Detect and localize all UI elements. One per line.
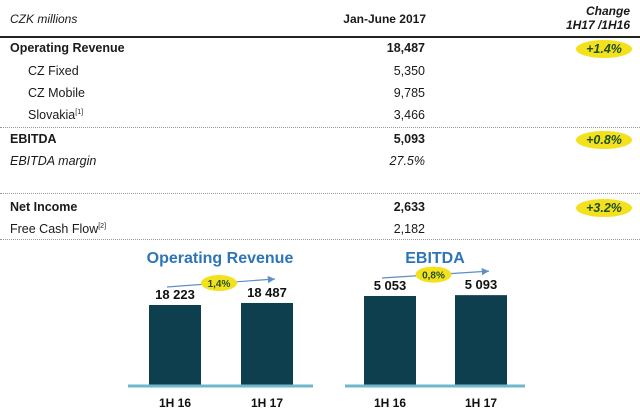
bar: [455, 295, 507, 385]
row-value: 2,182: [393, 222, 425, 236]
row-label: CZ Mobile: [28, 86, 85, 100]
category-label: 1H 16: [159, 396, 191, 410]
table-row: Slovakia[1] 3,466: [0, 106, 640, 126]
growth-badge: [415, 266, 452, 283]
row-label-text: Slovakia: [28, 108, 76, 122]
category-label: 1H 16: [374, 396, 406, 410]
table-row: Operating Revenue 18,487: [0, 39, 640, 59]
row-value: 27.5%: [389, 154, 425, 168]
table-row: Net Income 2,633: [0, 198, 640, 218]
chart-title-revenue: Operating Revenue: [146, 250, 294, 267]
bar-value-label: 18 487: [247, 285, 287, 300]
change-header: Change 1H17 /1H16: [540, 4, 630, 32]
table-row: CZ Mobile 9,785: [0, 84, 640, 104]
footnote-ref: [2]: [98, 222, 107, 230]
row-label: EBITDA margin: [10, 154, 97, 168]
table-row: EBITDA 5,093: [0, 130, 640, 150]
row-label: Slovakia[1]: [28, 108, 83, 122]
row-value: 9,785: [393, 86, 425, 100]
growth-badge-label: 0,8%: [422, 271, 445, 282]
change-badge: +1.4%: [576, 40, 632, 58]
row-label: Net Income: [10, 200, 78, 214]
table-row: Free Cash Flow[2] 2,182: [0, 220, 640, 240]
period-header: Jan-June 2017: [343, 12, 426, 26]
row-divider: [0, 239, 640, 240]
row-label: Operating Revenue: [10, 41, 125, 55]
row-label: EBITDA: [10, 132, 57, 146]
growth-badge: [201, 274, 237, 291]
row-label-text: Free Cash Flow: [10, 222, 99, 236]
change-badge: +3.2%: [576, 199, 632, 217]
row-value: 2,633: [393, 200, 425, 214]
row-value: 3,466: [393, 108, 425, 122]
chart-title-ebitda: EBITDA: [405, 250, 465, 267]
bar: [149, 305, 201, 385]
change-badge: +0.8%: [576, 131, 632, 149]
bar: [364, 296, 416, 385]
row-value: 5,093: [393, 132, 425, 146]
bar-value-label: 18 223: [155, 287, 195, 302]
row-value: 18,487: [386, 41, 425, 55]
row-label: CZ Fixed: [28, 64, 79, 78]
change-header-line2: 1H17 /1H16: [565, 18, 630, 32]
row-divider: [0, 127, 640, 128]
change-header-line1: Change: [585, 4, 630, 18]
footnote-ref: [1]: [75, 108, 84, 116]
growth-badge-label: 1,4%: [208, 279, 231, 290]
bar-value-label: 5 053: [374, 278, 407, 293]
row-label: Free Cash Flow[2]: [10, 222, 106, 236]
bar: [241, 302, 293, 385]
row-value: 5,350: [393, 64, 425, 78]
table-row: CZ Fixed 5,350: [0, 62, 640, 82]
bar-value-label: 5 093: [465, 277, 498, 292]
header-divider: [0, 36, 640, 38]
table-row: EBITDA margin 27.5%: [0, 152, 640, 172]
unit-label: CZK millions: [10, 12, 78, 26]
category-label: 1H 17: [251, 396, 283, 410]
category-label: 1H 17: [465, 396, 497, 410]
row-divider: [0, 193, 640, 194]
